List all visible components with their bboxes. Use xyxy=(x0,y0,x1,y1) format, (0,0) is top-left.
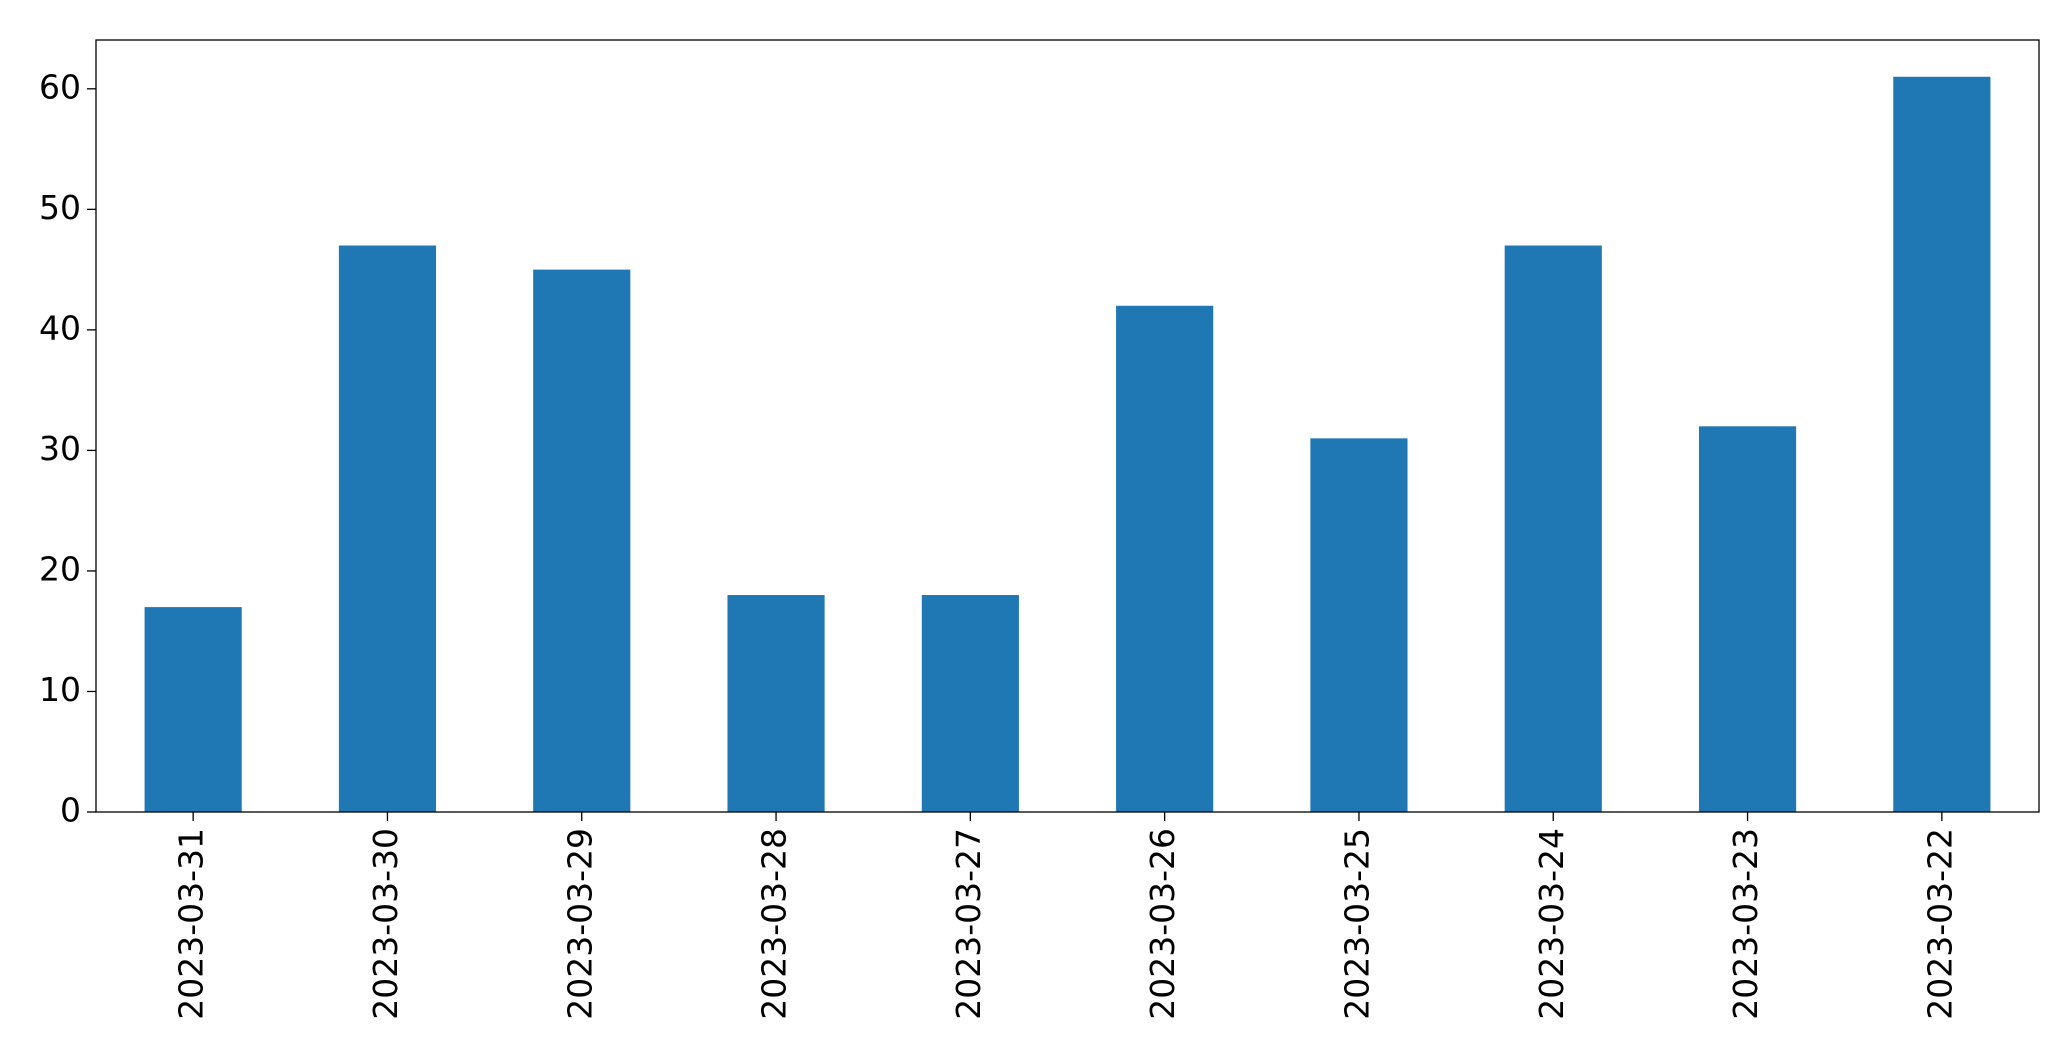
bar xyxy=(921,595,1019,812)
x-tick-label: 2023-03-24 xyxy=(1532,828,1571,1020)
x-tick-label: 2023-03-30 xyxy=(366,828,405,1020)
y-tick-label: 60 xyxy=(39,67,81,106)
bar xyxy=(727,595,825,812)
bar xyxy=(1893,76,1991,812)
y-tick-label: 50 xyxy=(39,188,81,227)
x-tick-label: 2023-03-29 xyxy=(560,828,599,1020)
bar xyxy=(338,245,437,813)
x-tick-label: 2023-03-23 xyxy=(1726,828,1765,1020)
x-tick-label: 2023-03-26 xyxy=(1143,828,1182,1020)
bar xyxy=(1116,305,1214,812)
y-tick-label: 10 xyxy=(39,670,81,709)
plot-frame xyxy=(95,39,2040,813)
bar xyxy=(533,269,631,813)
bar xyxy=(1698,426,1797,812)
x-tick-label: 2023-03-28 xyxy=(755,828,794,1020)
bar xyxy=(1504,245,1602,813)
y-tick-label: 0 xyxy=(60,791,81,830)
x-tick-label: 2023-03-31 xyxy=(172,828,211,1020)
bar xyxy=(1310,438,1408,812)
y-tick-label: 40 xyxy=(39,308,81,347)
bar xyxy=(144,607,242,812)
x-tick-label: 2023-03-25 xyxy=(1337,828,1376,1020)
y-tick-label: 20 xyxy=(39,549,81,588)
y-tick-label: 30 xyxy=(39,429,81,468)
x-tick-label: 2023-03-27 xyxy=(949,828,988,1020)
x-tick-label: 2023-03-22 xyxy=(1920,828,1959,1020)
